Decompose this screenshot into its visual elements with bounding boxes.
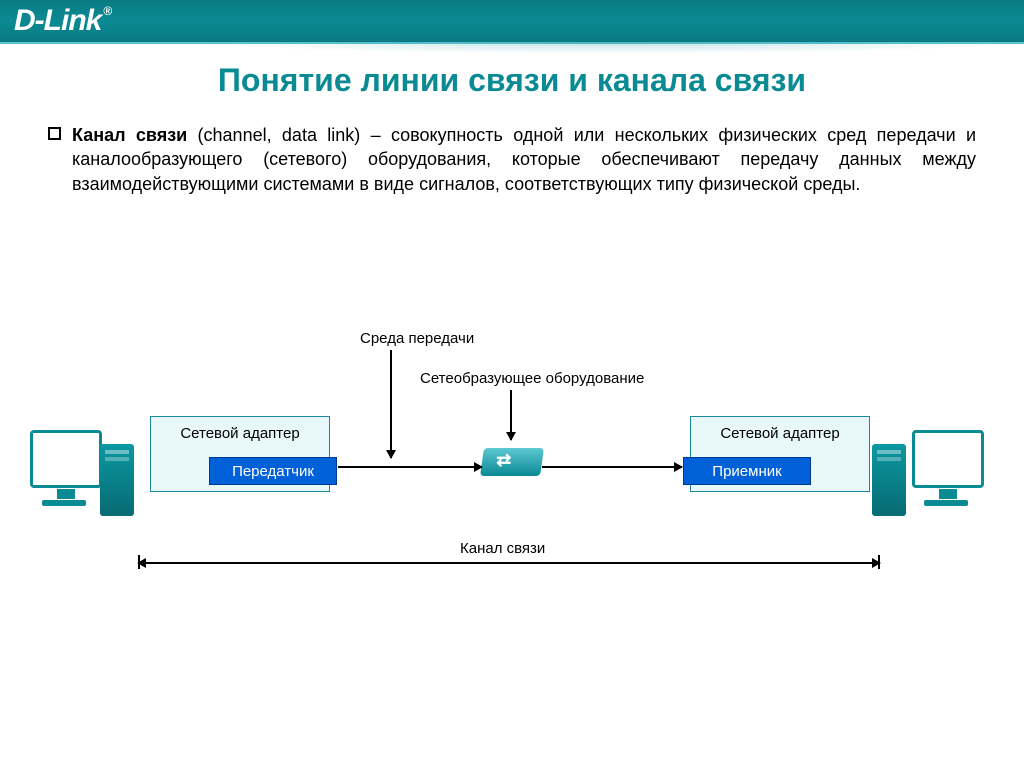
arrow-equipment-icon	[510, 390, 512, 440]
left-transmitter-box: Передатчик	[209, 457, 337, 485]
channel-span-line	[138, 562, 880, 564]
right-tower-icon	[872, 444, 906, 516]
channel-tick-right	[878, 555, 880, 569]
right-monitor-icon	[912, 430, 984, 488]
brand-name: D-Link	[14, 4, 101, 37]
switch-arrows-icon: ⇄	[496, 450, 511, 471]
right-monitor-base	[924, 500, 968, 506]
left-adapter-box: Сетевой адаптер Передатчик	[150, 416, 330, 492]
right-adapter-box: Сетевой адаптер Приемник	[690, 416, 870, 492]
definition-paragraph: Канал связи (channel, data link) – совок…	[48, 123, 976, 196]
link-line-right	[542, 466, 682, 468]
header-bar: D-Link®	[0, 0, 1024, 44]
left-computer-icon	[30, 430, 150, 540]
channel-diagram: Среда передачи Сетеобразующее оборудован…	[60, 330, 964, 630]
slide-title: Понятие линии связи и канала связи	[0, 62, 1024, 99]
label-channel: Канал связи	[460, 540, 545, 557]
brand-reg: ®	[103, 4, 111, 18]
link-line-left	[338, 466, 482, 468]
arrow-medium-icon	[390, 350, 392, 458]
brand-logo: D-Link®	[14, 4, 111, 38]
left-monitor-base	[42, 500, 86, 506]
term-lead: Канал связи	[72, 125, 187, 145]
right-computer-icon	[872, 430, 992, 540]
right-adapter-title: Сетевой адаптер	[691, 417, 869, 442]
switch-icon: ⇄	[480, 448, 544, 476]
left-tower-icon	[100, 444, 134, 516]
label-medium: Среда передачи	[360, 330, 474, 347]
label-equipment: Сетеобразующее оборудование	[420, 370, 644, 387]
term-rest: (channel, data link) – совокупность одно…	[72, 125, 976, 194]
bullet-icon	[48, 127, 61, 140]
left-monitor-icon	[30, 430, 102, 488]
right-receiver-box: Приемник	[683, 457, 811, 485]
left-adapter-title: Сетевой адаптер	[151, 417, 329, 442]
